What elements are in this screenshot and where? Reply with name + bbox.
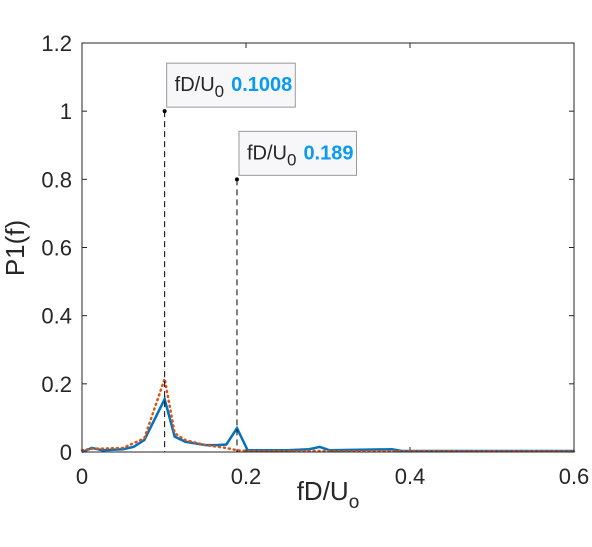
y-tick-label: 0.4 <box>41 304 72 329</box>
datatip-text: fD/U0 0.189 <box>247 142 354 169</box>
series-line <box>81 395 574 454</box>
y-axis-label: P1(f) <box>0 220 30 276</box>
x-tick-label: 0 <box>76 464 88 489</box>
datatip-value: 0.1008 <box>231 74 292 96</box>
datatip-box <box>166 62 296 108</box>
plot-area <box>82 43 574 452</box>
x-tick-label: 0.4 <box>395 464 426 489</box>
x-tick-label: 0.2 <box>231 464 262 489</box>
y-tick-label: 0.8 <box>41 167 72 192</box>
series-line <box>80 373 576 453</box>
datatip-marker <box>234 177 239 182</box>
x-tick-label: 0.6 <box>559 464 590 489</box>
datatip-label-sub: 0 <box>215 82 224 101</box>
datatip-box <box>238 130 358 176</box>
y-tick-label: 1 <box>60 99 72 124</box>
datatip-value: 0.189 <box>303 142 353 164</box>
x-label-main: fD/U <box>297 476 349 506</box>
x-label-sub: o <box>349 492 360 513</box>
datatip-label: fD/U <box>175 74 215 96</box>
datatip-label-sub: 0 <box>287 150 296 169</box>
datatip-marker <box>162 109 167 114</box>
datatip-label: fD/U <box>247 142 287 164</box>
y-tick-label: 0 <box>60 440 72 465</box>
datatip-text: fD/U0 0.1008 <box>175 74 293 101</box>
axes-box <box>81 42 575 453</box>
y-tick-label: 1.2 <box>41 31 72 56</box>
x-axis-label: fD/Uo <box>297 476 360 513</box>
y-tick-label: 0.6 <box>41 236 72 261</box>
y-tick-label: 0.2 <box>41 372 72 397</box>
